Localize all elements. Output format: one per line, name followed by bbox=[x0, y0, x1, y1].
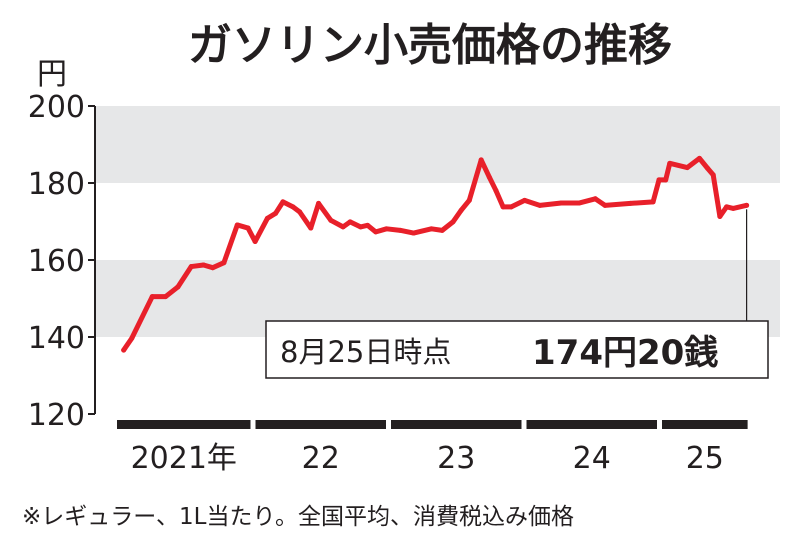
x-tick-label: 23 bbox=[437, 441, 475, 476]
data-point bbox=[602, 202, 608, 208]
data-point bbox=[163, 294, 169, 300]
data-point bbox=[558, 200, 564, 206]
data-point bbox=[121, 347, 127, 353]
x-year-bar bbox=[526, 420, 657, 429]
data-point bbox=[458, 207, 464, 213]
data-point bbox=[397, 227, 403, 233]
data-point bbox=[358, 224, 364, 230]
grid-bands bbox=[95, 106, 780, 337]
data-point bbox=[576, 200, 582, 206]
data-point bbox=[466, 197, 472, 203]
data-point bbox=[340, 224, 346, 230]
data-point bbox=[592, 196, 598, 202]
y-axis-unit-label: 円 bbox=[37, 57, 67, 92]
data-point bbox=[717, 213, 723, 219]
data-point bbox=[493, 188, 499, 194]
x-tick-label: 24 bbox=[573, 441, 611, 476]
data-point bbox=[710, 172, 716, 178]
data-point bbox=[450, 219, 456, 225]
data-point bbox=[478, 157, 484, 163]
data-point bbox=[663, 177, 669, 183]
data-point bbox=[252, 239, 258, 245]
grid-band bbox=[95, 106, 780, 183]
x-year-bar bbox=[117, 420, 251, 429]
data-point bbox=[627, 200, 633, 206]
data-point bbox=[210, 265, 216, 271]
annotation-date: 8月25日時点 bbox=[280, 335, 451, 369]
data-point bbox=[290, 204, 296, 210]
data-point bbox=[500, 204, 506, 210]
y-axis-ticks: 200 180 160 140 120 bbox=[28, 90, 95, 433]
data-point bbox=[129, 335, 135, 341]
data-point bbox=[656, 177, 662, 183]
data-point bbox=[411, 230, 417, 236]
data-point bbox=[684, 165, 690, 171]
data-point bbox=[280, 199, 286, 205]
data-point bbox=[221, 260, 227, 266]
data-point bbox=[724, 204, 730, 210]
x-year-bar bbox=[255, 420, 386, 429]
y-tick-label: 180 bbox=[28, 167, 85, 202]
annotation-box bbox=[265, 320, 769, 379]
data-point bbox=[149, 294, 155, 300]
y-tick-label: 140 bbox=[28, 321, 85, 356]
y-tick-label: 200 bbox=[28, 90, 85, 125]
data-point bbox=[308, 225, 314, 231]
data-point bbox=[264, 215, 270, 221]
data-point bbox=[650, 199, 656, 205]
data-point bbox=[328, 217, 334, 223]
x-tick-label: 2021年 bbox=[131, 441, 237, 476]
x-year-bar bbox=[391, 420, 522, 429]
annotation-value: 174円20銭 bbox=[532, 333, 718, 373]
data-point bbox=[200, 262, 206, 268]
x-tick-label: 25 bbox=[686, 441, 724, 476]
y-tick-label: 120 bbox=[28, 398, 85, 433]
data-point bbox=[347, 219, 353, 225]
price-points bbox=[121, 155, 750, 353]
footnote: ※レギュラー、1L当たり。全国平均、消費税込み価格 bbox=[22, 504, 574, 530]
data-point bbox=[273, 210, 279, 216]
data-point bbox=[486, 174, 492, 180]
data-point bbox=[508, 204, 514, 210]
data-point bbox=[245, 225, 251, 231]
data-point bbox=[730, 205, 736, 211]
data-point bbox=[373, 229, 379, 235]
data-point bbox=[537, 202, 543, 208]
data-point bbox=[428, 226, 434, 232]
data-point bbox=[316, 200, 322, 206]
x-tick-label: 22 bbox=[302, 441, 340, 476]
data-point bbox=[696, 155, 702, 161]
data-point bbox=[175, 284, 181, 290]
data-point bbox=[744, 202, 750, 208]
data-point bbox=[384, 226, 390, 232]
x-axis-year-bars: 2021年 22 23 24 25 bbox=[117, 420, 748, 476]
data-point bbox=[439, 227, 445, 233]
data-point bbox=[234, 222, 240, 228]
data-point bbox=[705, 165, 711, 171]
data-point bbox=[188, 264, 194, 270]
data-point bbox=[365, 222, 371, 228]
y-tick-label: 160 bbox=[28, 244, 85, 279]
data-point bbox=[667, 160, 673, 166]
data-point bbox=[522, 197, 528, 203]
x-year-bar bbox=[662, 420, 748, 429]
data-point bbox=[297, 209, 303, 215]
chart-title: ガソリン小売価格の推移 bbox=[188, 20, 672, 71]
